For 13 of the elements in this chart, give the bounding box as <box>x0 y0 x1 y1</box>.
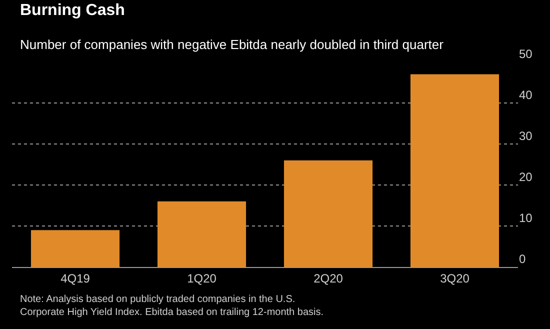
chart-title: Burning Cash <box>20 2 125 19</box>
y-tick-label: 40 <box>519 88 533 102</box>
y-tick-label: 30 <box>519 128 533 143</box>
y-tick-label: 20 <box>519 170 533 184</box>
x-tick-label: 4Q19 <box>60 271 90 286</box>
text: Note: Analysis based on publicly traded companies in the U.S. Corporate High Yield Index. Ebitda based on trailing 12-month basis. <box>20 294 324 318</box>
x-tick-label: 1Q20 <box>187 271 217 286</box>
y-tick-label: 50 <box>519 46 533 61</box>
x-tick-label: 2Q20 <box>314 271 344 286</box>
x-tick-label: 3Q20 <box>440 271 470 286</box>
y-tick-label: 10 <box>519 210 533 225</box>
y-tick-label: 0 <box>519 252 526 266</box>
chart-subtitle: Number of companies with negative Ebitda nearly doubled in third quarter <box>20 37 444 52</box>
